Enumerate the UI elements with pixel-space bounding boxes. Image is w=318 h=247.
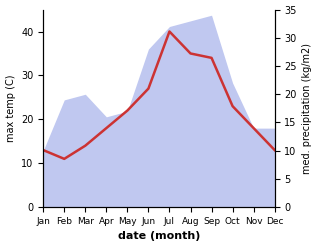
Y-axis label: max temp (C): max temp (C) [5,75,16,142]
Y-axis label: med. precipitation (kg/m2): med. precipitation (kg/m2) [302,43,313,174]
X-axis label: date (month): date (month) [118,231,200,242]
